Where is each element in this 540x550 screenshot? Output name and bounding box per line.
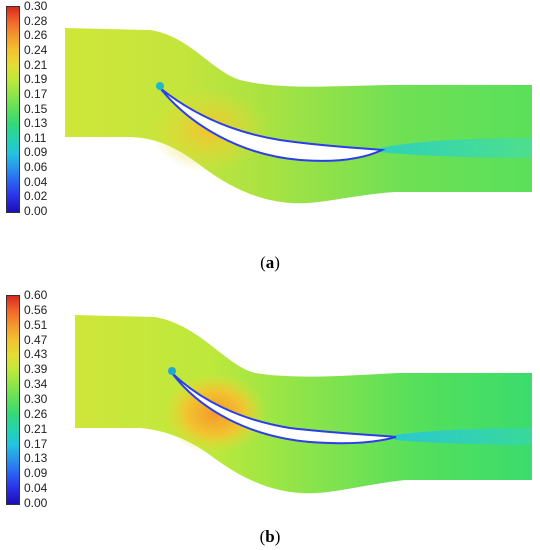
colorbar-tick-label: 0.15 — [24, 101, 48, 116]
colorbar-tick-label: 0.04 — [24, 481, 48, 496]
caption-a: (a) — [260, 253, 280, 272]
colorbar-tick-label: 0.51 — [24, 317, 48, 332]
colorbar-tick-label: 0.04 — [24, 174, 48, 189]
colorbar-tick-label: 0.00 — [24, 204, 48, 218]
colorbar-tick-label: 0.60 — [24, 288, 48, 302]
colorbar-tick-label: 0.06 — [24, 160, 48, 175]
passage-domain-a — [65, 28, 532, 204]
blade-b — [171, 372, 397, 445]
flow-contour-b — [75, 315, 532, 494]
colorbar-tick-label: 0.21 — [24, 57, 48, 72]
colorbar-tick-label: 0.30 — [24, 0, 48, 13]
colorbar-b — [6, 295, 20, 505]
colorbar-tick-label: 0.17 — [24, 436, 48, 451]
colorbar-tick-label: 0.34 — [24, 377, 48, 392]
colorbar-tick-label: 0.26 — [24, 28, 48, 43]
colorbar-tick-label: 0.19 — [24, 72, 48, 87]
colorbar-tick-label: 0.30 — [24, 392, 48, 406]
colorbar-tick-label: 0.39 — [24, 362, 48, 377]
colorbar-tick-label: 0.13 — [24, 116, 48, 131]
colorbar-tick-label: 0.26 — [24, 406, 48, 421]
colorbar-tick-label: 0.56 — [24, 302, 48, 317]
colorbar-tick-label: 0.02 — [24, 189, 48, 204]
colorbar-tick-label: 0.43 — [24, 347, 48, 362]
colorbar-tick-label: 0.47 — [24, 332, 48, 347]
wake-region-a — [380, 138, 532, 158]
colorbar-tick-label: 0.09 — [24, 145, 48, 160]
colorbar-tick-label: 0.24 — [24, 42, 48, 57]
figure-panel-b: 0.60 0.56 0.51 0.47 0.43 0.39 0.34 0.30 0.26 0.21… — [0, 285, 540, 550]
figure-panel-a: 0.30 0.28 0.26 0.24 0.21 0.19 0.17 0.15 0.13 0.11… — [6, 0, 532, 272]
colorbar-tick-label: 0.11 — [24, 130, 47, 145]
colorbar-tick-label: 0.21 — [24, 421, 48, 436]
colorbar-tick-label: 0.09 — [24, 466, 48, 481]
flow-contour-a — [65, 28, 532, 204]
blade-a — [159, 87, 386, 162]
colorbar-tick-label: 0.00 — [24, 496, 48, 510]
colorbar-a — [6, 6, 20, 213]
passage-domain-b — [75, 315, 532, 494]
colorbar-tick-label: 0.13 — [24, 451, 48, 466]
colorbar-tick-label: 0.28 — [24, 13, 48, 28]
colorbar-tick-label: 0.17 — [24, 86, 48, 101]
leading-edge-a — [156, 82, 164, 90]
pressure-side-region-b — [163, 373, 267, 453]
wake-region-b — [395, 428, 532, 445]
leading-edge-b — [168, 367, 176, 375]
caption-b: (b) — [259, 527, 281, 546]
